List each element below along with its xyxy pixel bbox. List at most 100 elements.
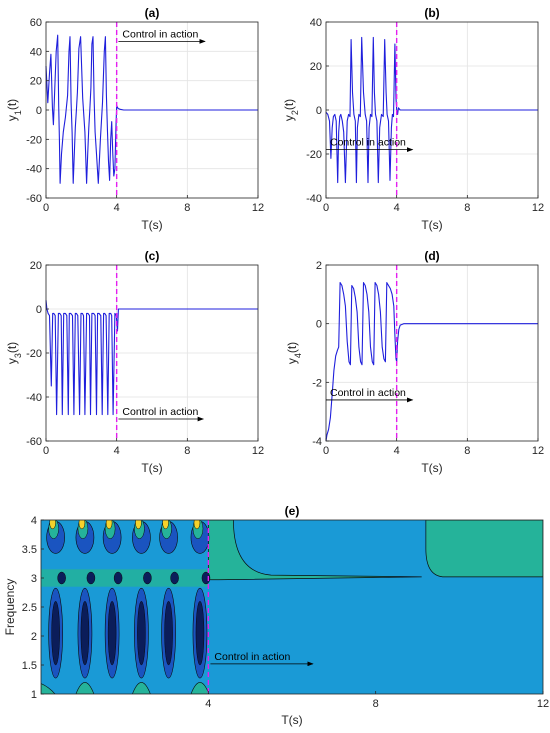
y-tick-label: 60 bbox=[30, 17, 42, 29]
y-tick-label: 0 bbox=[36, 304, 42, 316]
y-tick-label: 3.5 bbox=[22, 544, 37, 556]
contour-ellipse bbox=[107, 600, 117, 666]
y-label-sub: 3 bbox=[13, 353, 23, 358]
y-tick-label: 40 bbox=[310, 17, 322, 29]
chart-title: (a) bbox=[145, 6, 160, 20]
contour-ellipse bbox=[164, 600, 173, 666]
series-path bbox=[325, 282, 538, 442]
x-axis-label: T(s) bbox=[281, 713, 302, 727]
tick-labels: 0 4 8 12 -4 -2 0 2 bbox=[312, 260, 544, 457]
series-path bbox=[325, 36, 538, 184]
y-tick-label: -4 bbox=[312, 436, 322, 448]
y-tick-label: -60 bbox=[26, 436, 42, 448]
tick-labels: 4 8 12 1 1.5 2 2.5 3 3.5 4 bbox=[22, 515, 549, 710]
contour-ellipse bbox=[162, 520, 169, 530]
y-label-main: y bbox=[285, 358, 299, 364]
y-tick-label: -40 bbox=[306, 193, 322, 205]
x-tick-label: 4 bbox=[114, 445, 120, 457]
series-line bbox=[45, 34, 258, 184]
y-label-main: y bbox=[5, 115, 19, 121]
annotation-text: Control in action bbox=[122, 406, 198, 418]
y-tick-label: 20 bbox=[310, 61, 322, 73]
contour-ellipse bbox=[49, 520, 56, 530]
y-tick-label: 0 bbox=[316, 105, 322, 117]
annotation-text: Control in action bbox=[330, 137, 406, 149]
x-axis-label: T(s) bbox=[421, 218, 442, 232]
y-label-main: y bbox=[5, 358, 19, 364]
y-tick-label: 2 bbox=[316, 260, 322, 272]
chart-title: (d) bbox=[424, 249, 439, 263]
heatmap-field bbox=[41, 520, 543, 694]
contour-ellipse bbox=[170, 571, 179, 585]
contour-region bbox=[207, 520, 422, 581]
y-tick-label: -2 bbox=[312, 377, 322, 389]
y-label-main: y bbox=[282, 115, 296, 121]
contour-ellipse bbox=[143, 571, 152, 585]
y-tick-label: -40 bbox=[26, 164, 42, 176]
x-tick-label: 0 bbox=[43, 445, 49, 457]
y-tick-label: 2 bbox=[31, 631, 37, 643]
contour-ellipse bbox=[51, 600, 60, 666]
x-axis-label: T(s) bbox=[141, 218, 162, 232]
y-tick-label: 20 bbox=[30, 76, 42, 88]
x-axis-label: T(s) bbox=[421, 461, 442, 475]
series-path bbox=[45, 300, 258, 416]
x-tick-label: 0 bbox=[43, 202, 49, 214]
y-label-suffix: (t) bbox=[282, 99, 296, 110]
y-tick-label: 20 bbox=[30, 260, 42, 272]
chart-panel-b: 0 4 8 12 -40 -20 0 20 40 (b) T(s) y2(t) Control … bbox=[282, 6, 544, 232]
chart-title: (c) bbox=[145, 249, 160, 263]
x-tick-label: 8 bbox=[464, 445, 470, 457]
x-tick-label: 8 bbox=[184, 445, 190, 457]
y-label-suffix: (t) bbox=[5, 342, 19, 353]
contour-ellipse bbox=[195, 600, 205, 666]
contour-ellipse bbox=[193, 520, 201, 530]
y-axis-label: y2(t) bbox=[282, 99, 300, 121]
x-tick-label: 8 bbox=[184, 202, 190, 214]
series-line bbox=[45, 300, 258, 416]
series-line bbox=[325, 36, 538, 184]
y-axis-label: Frequency bbox=[3, 579, 17, 636]
y-tick-label: -20 bbox=[306, 149, 322, 161]
y-label-sub: 2 bbox=[290, 110, 300, 115]
y-label-suffix: (t) bbox=[285, 342, 299, 353]
contour-band bbox=[41, 569, 209, 587]
tick-labels: 0 4 8 12 -60 -40 -20 0 20 bbox=[26, 260, 264, 457]
y-tick-label: 1.5 bbox=[22, 660, 37, 672]
contour-ellipse bbox=[113, 571, 123, 585]
y-axis-label: y3(t) bbox=[5, 342, 23, 364]
y-axis-label: y4(t) bbox=[285, 342, 303, 364]
tick-labels: 0 4 8 12 -60 -40 -20 0 20 40 60 bbox=[26, 17, 264, 214]
x-tick-label: 12 bbox=[252, 202, 264, 214]
contour-ellipse bbox=[105, 520, 113, 530]
y-tick-label: 2.5 bbox=[22, 602, 37, 614]
chart-panel-e: 4 8 12 1 1.5 2 2.5 3 3.5 4 (e) T(s) Frequency Con… bbox=[3, 504, 549, 727]
contour-ellipse bbox=[78, 520, 86, 530]
x-tick-label: 12 bbox=[532, 202, 544, 214]
x-tick-label: 0 bbox=[323, 445, 329, 457]
x-tick-label: 12 bbox=[252, 445, 264, 457]
y-tick-label: -40 bbox=[26, 392, 42, 404]
y-tick-label: 1 bbox=[31, 689, 37, 701]
y-tick-label: 3 bbox=[31, 573, 37, 585]
chart-title: (b) bbox=[424, 6, 439, 20]
x-tick-label: 4 bbox=[394, 202, 400, 214]
y-tick-label: 40 bbox=[30, 46, 42, 58]
y-tick-label: -60 bbox=[26, 193, 42, 205]
x-tick-label: 4 bbox=[394, 445, 400, 457]
annotation-text: Control in action bbox=[330, 387, 406, 399]
y-label-suffix: (t) bbox=[5, 99, 19, 110]
x-tick-label: 12 bbox=[532, 445, 544, 457]
x-tick-label: 8 bbox=[464, 202, 470, 214]
contour-ellipse bbox=[57, 571, 66, 585]
series-path bbox=[45, 34, 258, 184]
contour-ellipse bbox=[135, 520, 142, 530]
x-tick-label: 0 bbox=[323, 202, 329, 214]
annotation-text: Control in action bbox=[122, 28, 198, 40]
x-axis-label: T(s) bbox=[141, 461, 162, 475]
contour-ellipse bbox=[137, 600, 146, 666]
tick-labels: 0 4 8 12 -40 -20 0 20 40 bbox=[306, 17, 544, 214]
contour-ellipse bbox=[80, 600, 90, 666]
axes-box bbox=[325, 264, 539, 442]
